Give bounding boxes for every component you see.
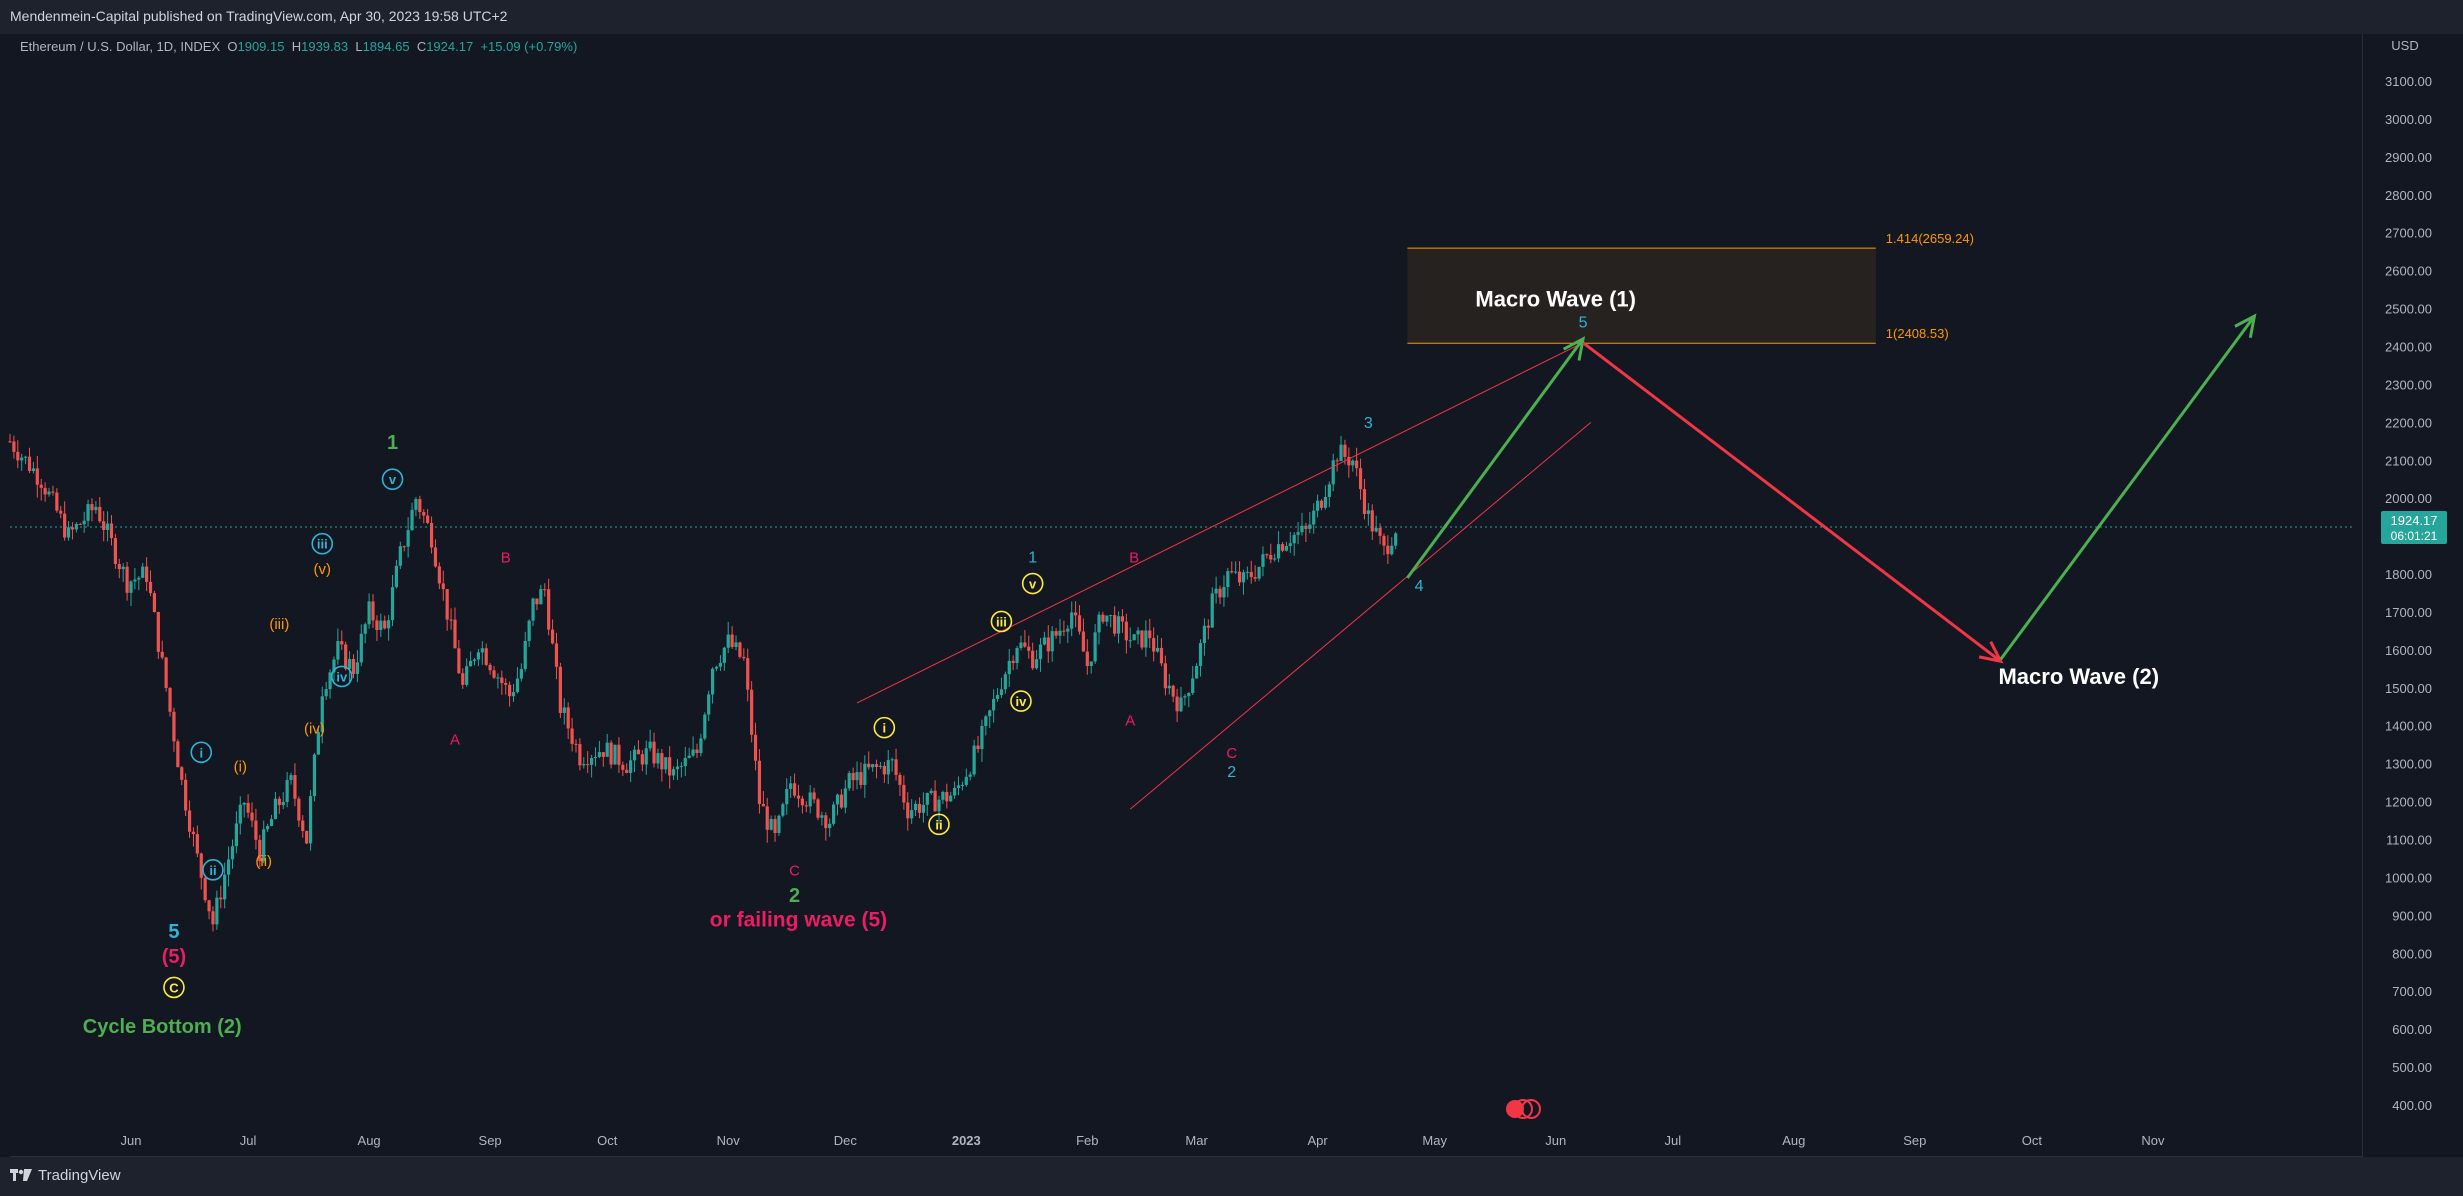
price-badge-countdown: 06:01:21 bbox=[2391, 529, 2438, 543]
price-axis-tick: 2200.00 bbox=[2385, 415, 2432, 430]
price-axis-tick: 1400.00 bbox=[2385, 719, 2432, 734]
price-axis-tick: 1200.00 bbox=[2385, 795, 2432, 810]
price-axis-tick: 3100.00 bbox=[2385, 74, 2432, 89]
symbol-title: Ethereum / U.S. Dollar, 1D, INDEX bbox=[20, 39, 221, 54]
price-axis-tick: 3000.00 bbox=[2385, 112, 2432, 127]
price-badge bbox=[2381, 510, 2447, 544]
price-axis-tick: 2800.00 bbox=[2385, 188, 2432, 203]
price-axis-tick: 700.00 bbox=[2392, 984, 2432, 999]
low-label: L bbox=[355, 39, 363, 54]
price-axis-tick: 600.00 bbox=[2392, 1022, 2432, 1037]
price-axis-tick: 2700.00 bbox=[2385, 226, 2432, 241]
open-label: O bbox=[227, 39, 238, 54]
price-axis-tick: 2300.00 bbox=[2385, 377, 2432, 392]
price-axis-tick: 900.00 bbox=[2392, 908, 2432, 923]
price-axis-tick: 400.00 bbox=[2392, 1098, 2432, 1113]
price-axis-tick: 1300.00 bbox=[2385, 757, 2432, 772]
price-badge-price: 1924.17 bbox=[2391, 513, 2438, 528]
high-label: H bbox=[291, 39, 302, 54]
price-axis-tick: 1100.00 bbox=[2386, 833, 2432, 848]
chart-panel[interactable] bbox=[10, 34, 2363, 1157]
close-label: C bbox=[416, 39, 427, 54]
symbol-legend: Ethereum / U.S. Dollar, 1D, INDEX O1909.… bbox=[20, 39, 577, 54]
tradingview-logo-icon[interactable] bbox=[10, 1169, 32, 1183]
price-axis-tick: 2900.00 bbox=[2385, 150, 2432, 165]
published-line: Mendenmein-Capital published on TradingV… bbox=[10, 8, 508, 24]
high-value: 1939.83 bbox=[301, 39, 349, 54]
open-value: 1909.15 bbox=[237, 39, 285, 54]
price-axis-tick: 2500.00 bbox=[2385, 302, 2432, 317]
low-value: 1894.65 bbox=[362, 39, 410, 54]
price-axis-tick: 1500.00 bbox=[2385, 681, 2432, 696]
price-axis-tick: 2400.00 bbox=[2385, 339, 2432, 354]
footer-bar: TradingView bbox=[0, 1157, 2463, 1196]
price-axis-tick: 1900.00 bbox=[2385, 529, 2432, 544]
price-axis-tick: 500.00 bbox=[2392, 1060, 2432, 1075]
change-value: +15.09 (+0.79%) bbox=[480, 39, 578, 54]
publish-header: Mendenmein-Capital published on TradingV… bbox=[0, 0, 2463, 34]
currency-label: USD bbox=[2391, 38, 2418, 53]
price-axis-tick: 800.00 bbox=[2392, 946, 2432, 961]
price-axis-tick: 2600.00 bbox=[2385, 264, 2432, 279]
price-axis-tick: 2000.00 bbox=[2385, 491, 2432, 506]
price-axis-tick: 2100.00 bbox=[2385, 453, 2432, 468]
price-axis-tick: 1000.00 bbox=[2385, 870, 2432, 885]
close-value: 1924.17 bbox=[426, 39, 474, 54]
price-axis-tick: 1700.00 bbox=[2385, 605, 2432, 620]
price-axis-tick: 1600.00 bbox=[2385, 643, 2432, 658]
tradingview-brand[interactable]: TradingView bbox=[38, 1167, 121, 1184]
price-axis-tick: 1800.00 bbox=[2385, 567, 2432, 582]
